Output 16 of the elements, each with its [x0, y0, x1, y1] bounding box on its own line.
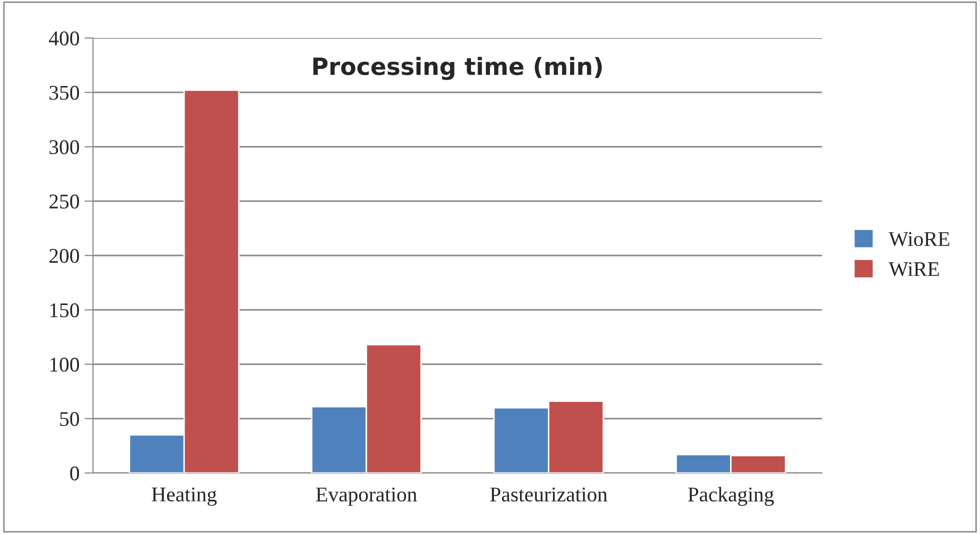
y-tick-label: 50	[60, 412, 80, 426]
y-tick-label: 400	[48, 31, 80, 46]
y-tick-label: 300	[50, 140, 80, 154]
y-tick-label: 0	[70, 466, 80, 480]
y-tick-label: 250	[49, 194, 80, 209]
x-tick-label: Packaging	[688, 486, 774, 506]
y-tick-label: 100	[50, 358, 80, 372]
legend-label: WioRE	[888, 232, 950, 246]
legend-label: WiRE	[888, 262, 939, 276]
x-tick-label: Heating	[152, 487, 217, 506]
y-tick-label: 200	[49, 248, 80, 263]
y-tick-label: 350	[50, 86, 80, 100]
y-tick-label: 150	[50, 303, 80, 318]
x-tick-label: Evaporation	[316, 488, 417, 506]
x-tick-label: Pasteurization	[490, 488, 608, 502]
text: Processing time (min)	[313, 56, 602, 80]
